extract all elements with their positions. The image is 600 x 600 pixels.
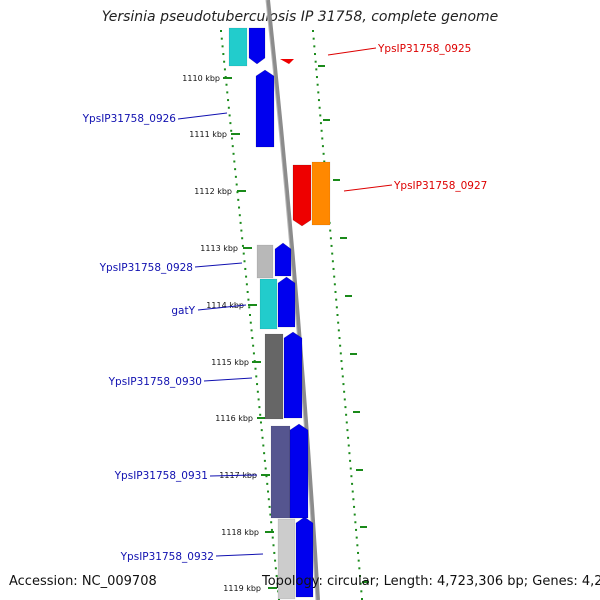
- kbp-tick-label: 1119 kbp: [223, 584, 261, 593]
- kbp-tick-label: 1118 kbp: [221, 528, 259, 537]
- gene-label-leader: [197, 304, 247, 311]
- gene-label: YpsIP31758_0928: [99, 262, 193, 274]
- gene-label: gatY: [171, 305, 195, 317]
- kbp-tick-label: 1112 kbp: [194, 187, 232, 196]
- gene-block-grey: [256, 244, 274, 279]
- gene-arrow-blue: [255, 69, 275, 148]
- gene-arrow-red-small: [280, 59, 294, 64]
- gene-block-dark-grey: [264, 333, 284, 420]
- gene-label: YpsIP31758_0931: [114, 470, 208, 482]
- gene-arrow-blue: [277, 276, 296, 328]
- genome-backbone: [266, 0, 320, 600]
- kbp-tick-label: 1110 kbp: [182, 74, 220, 83]
- gene-block-orange: [311, 161, 331, 226]
- kbp-tick-label: 1114 kbp: [206, 301, 244, 310]
- right-track-dots: [312, 30, 363, 600]
- gene-arrow-blue: [295, 516, 314, 598]
- kbp-tick-label: 1113 kbp: [200, 244, 238, 253]
- gene-label: YpsIP31758_0925: [377, 43, 471, 55]
- gene-block-cds-cyan: [259, 278, 278, 330]
- gene-arrow-blue: [283, 331, 303, 419]
- gene-arrow-red: [292, 164, 312, 227]
- accession-text: Accession: NC_009708: [9, 574, 157, 589]
- gene-label-leader: [215, 553, 264, 557]
- gene-arrow-blue: [289, 423, 309, 519]
- gene-label: YpsIP31758_0932: [120, 551, 214, 563]
- map-title: Yersinia pseudotuberculosis IP 31758, co…: [101, 9, 499, 25]
- gene-label: YpsIP31758_0926: [82, 113, 177, 125]
- gene-label: YpsIP31758_0927: [393, 180, 487, 192]
- gene-label-leader: [327, 47, 377, 56]
- gene-label-leader: [194, 262, 243, 268]
- gene-arrow-blue: [248, 27, 266, 65]
- kbp-tick-label: 1115 kbp: [211, 358, 249, 367]
- gene-block-light-grey: [277, 518, 296, 600]
- gene-label-leader: [343, 184, 393, 192]
- genome-summary-text: Topology: circular; Length: 4,723,306 bp…: [262, 574, 600, 589]
- gene-label-leader: [203, 377, 253, 382]
- kbp-tick-label: 1116 kbp: [215, 414, 253, 423]
- gene-label: YpsIP31758_0930: [108, 376, 202, 388]
- left-track-dots: [220, 30, 280, 600]
- gene-label-leader: [177, 112, 228, 120]
- gene-block-cds-cyan: [228, 27, 248, 67]
- gene-arrow-blue: [274, 242, 292, 277]
- kbp-tick-label: 1111 kbp: [189, 130, 227, 139]
- gene-label-leader: [209, 474, 258, 477]
- gene-block-slate: [270, 425, 291, 519]
